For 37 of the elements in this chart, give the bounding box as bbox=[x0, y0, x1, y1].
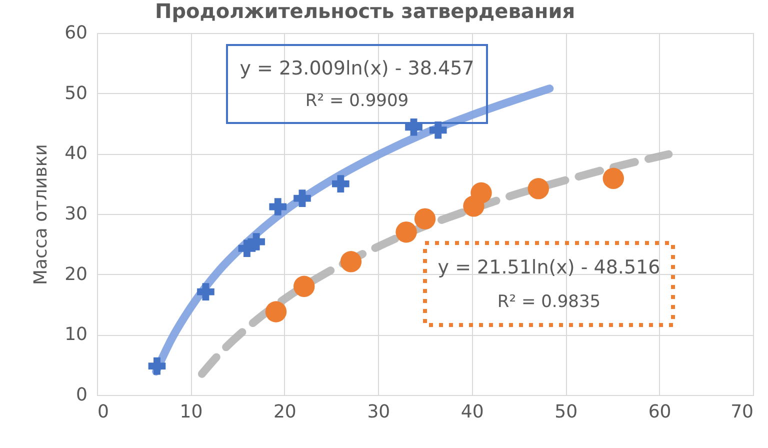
point bbox=[148, 357, 166, 375]
annotation: y = 23.009ln(x) - 38.457 bbox=[240, 57, 474, 80]
point bbox=[265, 301, 287, 322]
x-tick-label: 60 bbox=[648, 402, 672, 422]
point bbox=[405, 118, 422, 136]
annotation: R² = 0.9909 bbox=[305, 91, 409, 112]
x-tick-label: 40 bbox=[460, 402, 484, 422]
x-tick-label: 30 bbox=[367, 402, 390, 422]
y-tick-label: 50 bbox=[64, 82, 88, 104]
point bbox=[340, 251, 362, 272]
point bbox=[332, 175, 350, 192]
point bbox=[294, 190, 311, 207]
annotation: R² = 0.9835 bbox=[497, 292, 601, 312]
x-tick-label: 0 bbox=[98, 402, 109, 422]
point bbox=[269, 198, 287, 216]
x-tick-label: 20 bbox=[273, 402, 296, 422]
x-tick-label: 10 bbox=[180, 402, 203, 422]
y-tick-label: 10 bbox=[64, 324, 88, 346]
point bbox=[396, 222, 417, 243]
point bbox=[248, 233, 265, 250]
point bbox=[429, 121, 447, 139]
annotation: y = 21.51ln(x) - 48.516 bbox=[438, 256, 660, 279]
point bbox=[602, 168, 624, 189]
point bbox=[294, 276, 315, 297]
x-tick-label: 50 bbox=[554, 402, 578, 422]
point bbox=[197, 283, 214, 300]
x-tick-label: 70 bbox=[730, 402, 754, 422]
point bbox=[414, 208, 436, 230]
y-tick-label: 0 bbox=[76, 384, 88, 406]
chart-title: Продолжительность затвердевания bbox=[154, 0, 576, 23]
y-tick-label: 60 bbox=[64, 22, 88, 44]
y-axis-title: Масса отливки bbox=[30, 144, 52, 285]
y-tick-label: 30 bbox=[64, 204, 88, 224]
point bbox=[470, 182, 492, 204]
point bbox=[528, 178, 549, 200]
y-tick-label: 20 bbox=[64, 264, 88, 285]
y-tick-label: 40 bbox=[64, 143, 88, 164]
